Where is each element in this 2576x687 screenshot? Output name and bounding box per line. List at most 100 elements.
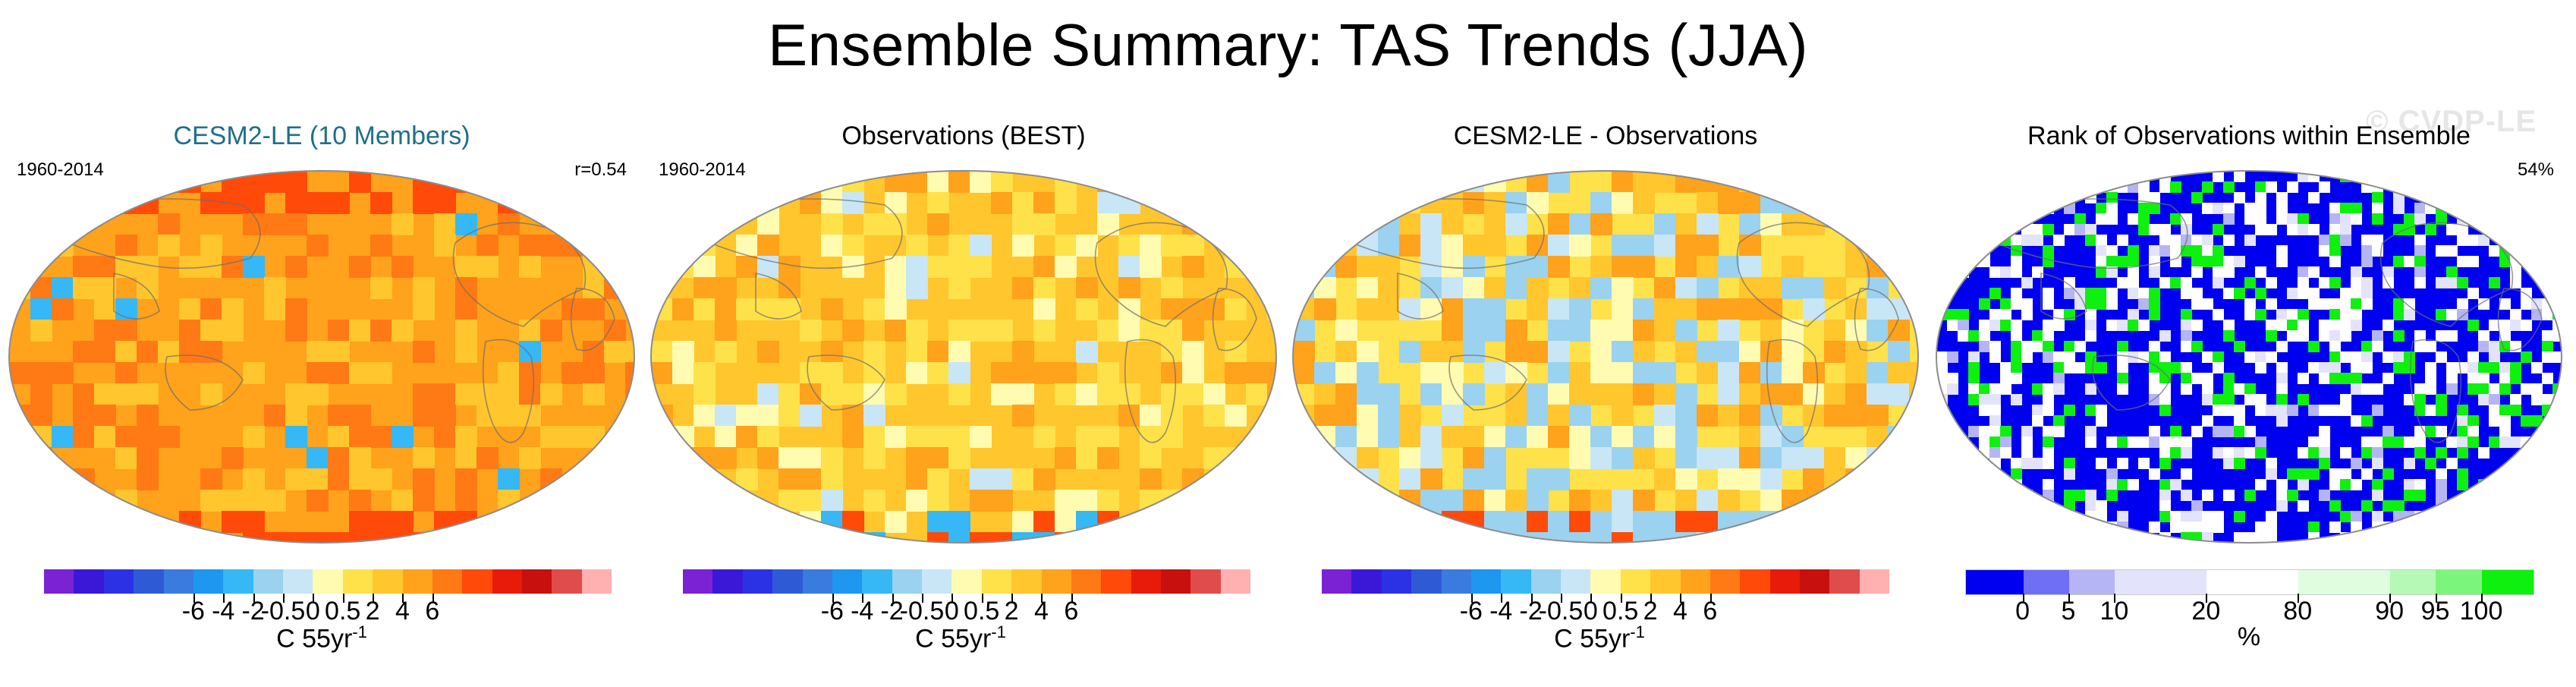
colorbar-swatch [742, 569, 773, 594]
colorbar-tick-label: -4 [1489, 597, 1513, 626]
colorbar-tick [253, 594, 255, 603]
colorbar-swatch [712, 569, 743, 594]
colorbar-tick-label: 4 [395, 597, 410, 626]
colorbar-swatch [2436, 570, 2482, 594]
colorbar-trend [683, 569, 1251, 594]
colorbar-tick-label: -6 [820, 597, 844, 626]
colorbar-tick-label: -4 [851, 597, 874, 626]
colorbar-tick-label: 0 [305, 597, 320, 626]
colorbar-swatch [193, 569, 224, 594]
colorbar-tick-label: -2 [1519, 597, 1543, 626]
panel-model: CESM2-LE (10 Members) 1960-2014 r=0.54 -… [0, 0, 643, 687]
colorbar-swatch [2023, 570, 2069, 594]
colorbar-swatch [1190, 569, 1221, 594]
colorbar-tick-label: -0.5 [899, 597, 945, 626]
colorbar-tick [2114, 594, 2116, 603]
map-outline [1936, 170, 2562, 544]
colorbar-tick [2389, 594, 2392, 603]
map-outline [650, 170, 1277, 544]
map-field [9, 171, 634, 543]
colorbar-tick [1680, 594, 1682, 603]
map-field [1936, 171, 2562, 543]
colorbar-swatch [1411, 569, 1442, 594]
colorbar-tick-label: 100 [2459, 597, 2503, 626]
colorbar-swatch [772, 569, 803, 594]
colorbar-label: C 55yr-1 [1554, 622, 1645, 654]
colorbar-tick [2435, 594, 2437, 603]
colorbar-swatch [492, 569, 522, 594]
colorbar-swatch [2298, 570, 2391, 594]
colorbar-swatch [552, 569, 582, 594]
colorbar-label: % [2237, 622, 2261, 651]
panel-title: CESM2-LE - Observations [1453, 121, 1758, 150]
colorbar-tick [1041, 594, 1043, 603]
colorbar-swatch [1351, 569, 1382, 594]
colorbar-tick [1071, 594, 1073, 603]
colorbar-tick-label: 5 [2061, 597, 2076, 626]
colorbar-tick [1470, 594, 1473, 603]
colorbar-tick-label: -2 [241, 597, 265, 626]
colorbar-tick [1011, 594, 1014, 603]
colorbar-swatch [1800, 569, 1830, 594]
colorbar-tick-label: 20 [2191, 597, 2221, 626]
colorbar-tick [1590, 594, 1593, 603]
colorbar-swatch [832, 569, 863, 594]
colorbar-tick [1709, 594, 1712, 603]
colorbar-swatch [313, 569, 343, 594]
colorbar-swatch [1859, 569, 1890, 594]
rank-summary: 54% [2517, 159, 2554, 180]
colorbar-label: C 55yr-1 [276, 622, 367, 654]
colorbar-tick-label: -2 [880, 597, 904, 626]
colorbar-swatch [1501, 569, 1531, 594]
colorbar-swatch [1470, 569, 1502, 594]
map-outline [1292, 170, 1919, 544]
colorbar-swatch [1220, 569, 1251, 594]
colorbar-tick [402, 594, 404, 603]
colorbar-tick-label: 90 [2375, 597, 2405, 626]
colorbar-swatch [2481, 570, 2534, 594]
colorbar-tick-label: -0.5 [1538, 597, 1584, 626]
colorbar-swatch [581, 569, 612, 594]
colorbar-trend [44, 569, 612, 594]
colorbar-tick [832, 594, 834, 603]
colorbar-swatch [432, 569, 463, 594]
colorbar-swatch [74, 569, 104, 594]
colorbar-trend [1322, 569, 1890, 594]
colorbar-tick-label: 6 [1703, 597, 1718, 626]
colorbar-tick-label: -0.5 [260, 597, 306, 626]
correlation-label: r=0.54 [574, 159, 627, 180]
colorbar-swatch [862, 569, 892, 594]
panel-title: Rank of Observations within Ensemble [2027, 121, 2471, 150]
colorbar-tick-label: 80 [2283, 597, 2313, 626]
watermark: © CVDP-LE [2366, 105, 2537, 138]
colorbar-tick-label: 0.5 [964, 597, 1000, 626]
colorbar-swatch [922, 569, 952, 594]
panel-rank: Rank of Observations within Ensemble 54%… [1927, 0, 2571, 687]
colorbar-swatch [223, 569, 253, 594]
map-outline [8, 170, 635, 544]
colorbar-tick [193, 594, 195, 603]
colorbar-tick [342, 594, 344, 603]
panel-title: CESM2-LE (10 Members) [173, 121, 470, 150]
colorbar-swatch [981, 569, 1012, 594]
colorbar-tick-label: 4 [1033, 597, 1049, 626]
colorbar-tick [981, 594, 983, 603]
colorbar-swatch [1161, 569, 1191, 594]
colorbar-tick [1650, 594, 1653, 603]
colorbar-swatch [1071, 569, 1102, 594]
panel-observations: Observations (BEST) 1960-2014 -6 -4 -2 -0.5… [642, 0, 1285, 687]
colorbar-swatch [2206, 570, 2299, 594]
colorbar-swatch [1620, 569, 1651, 594]
period-label: 1960-2014 [17, 159, 104, 180]
colorbar-tick-label: 2 [1643, 597, 1658, 626]
map-field [1293, 171, 1918, 543]
map-observations [650, 170, 1277, 544]
colorbar-swatch [1530, 569, 1561, 594]
colorbar-swatch [2390, 570, 2436, 594]
colorbar-swatch [373, 569, 403, 594]
colorbar-label: C 55yr-1 [915, 622, 1006, 654]
colorbar-swatch [1740, 569, 1770, 594]
colorbar-swatch [1709, 569, 1741, 594]
colorbar-tick-label: 6 [425, 597, 440, 626]
colorbar-swatch [892, 569, 922, 594]
